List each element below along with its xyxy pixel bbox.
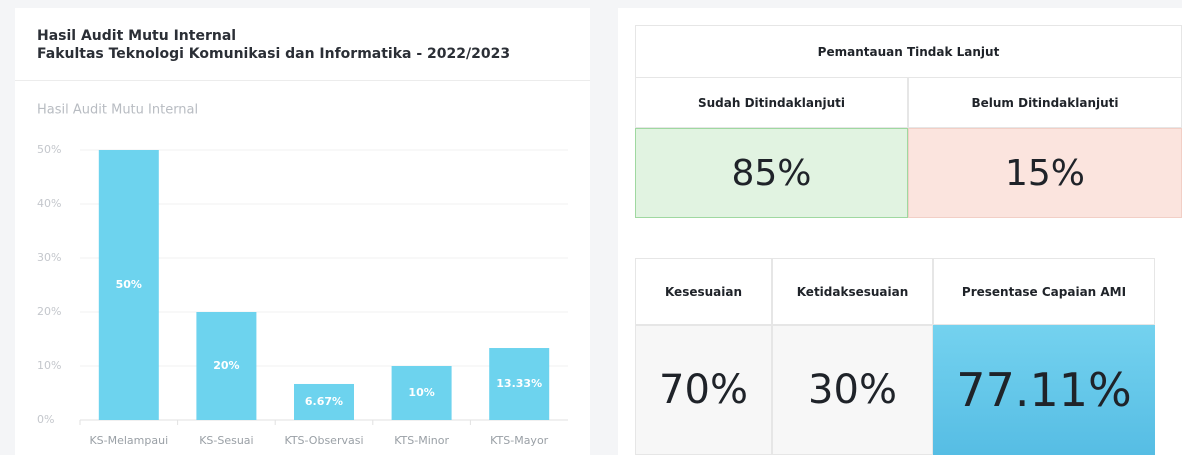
divider — [15, 80, 590, 81]
value-cell: 77.11% — [933, 325, 1155, 455]
x-tick-label: KTS-Mayor — [490, 434, 549, 447]
bar — [489, 348, 550, 420]
value-cell: 15% — [908, 128, 1182, 218]
y-tick-label: 0% — [37, 413, 54, 426]
data-label: 6.67% — [305, 395, 343, 408]
y-tick-label: 50% — [37, 143, 61, 156]
bar — [391, 366, 452, 420]
y-tick-label: 30% — [37, 251, 61, 264]
chart-title: Hasil Audit Mutu Internal — [37, 103, 198, 118]
y-tick-label: 40% — [37, 197, 61, 210]
data-label: 20% — [213, 359, 239, 372]
card-title: Hasil Audit Mutu Internal — [37, 28, 237, 44]
column-header: Ketidaksesuaian — [772, 258, 933, 325]
x-tick-label: KTS-Minor — [394, 434, 449, 447]
bar — [196, 312, 257, 420]
column-header: Kesesuaian — [635, 258, 772, 325]
y-tick-label: 20% — [37, 305, 61, 318]
value-cell: 85% — [635, 128, 908, 218]
x-tick-label: KS-Sesuai — [199, 434, 253, 447]
data-label: 10% — [408, 386, 434, 399]
table-card: Pemantauan Tindak Lanjut Sudah Ditindakl… — [618, 8, 1182, 455]
column-header: Sudah Ditindaklanjuti — [635, 77, 908, 128]
value-cell: 30% — [772, 325, 933, 455]
x-tick-label: KS-Melampaui — [89, 434, 168, 447]
column-header: Presentase Capaian AMI — [933, 258, 1155, 325]
table-title: Pemantauan Tindak Lanjut — [635, 25, 1182, 77]
data-label: 13.33% — [496, 377, 542, 390]
value-cell: 70% — [635, 325, 772, 455]
chart-card: Hasil Audit Mutu Internal Fakultas Tekno… — [15, 8, 590, 455]
data-label: 50% — [116, 278, 142, 291]
x-tick-label: KTS-Observasi — [284, 434, 363, 447]
bar — [294, 383, 354, 420]
y-tick-label: 10% — [37, 359, 61, 372]
bar — [98, 150, 159, 420]
card-subtitle: Fakultas Teknologi Komunikasi dan Inform… — [37, 46, 511, 62]
column-header: Belum Ditindaklanjuti — [908, 77, 1182, 128]
chart: Hasil Audit Mutu Internal 0% 10% 20% 30% 40%… — [37, 103, 568, 447]
